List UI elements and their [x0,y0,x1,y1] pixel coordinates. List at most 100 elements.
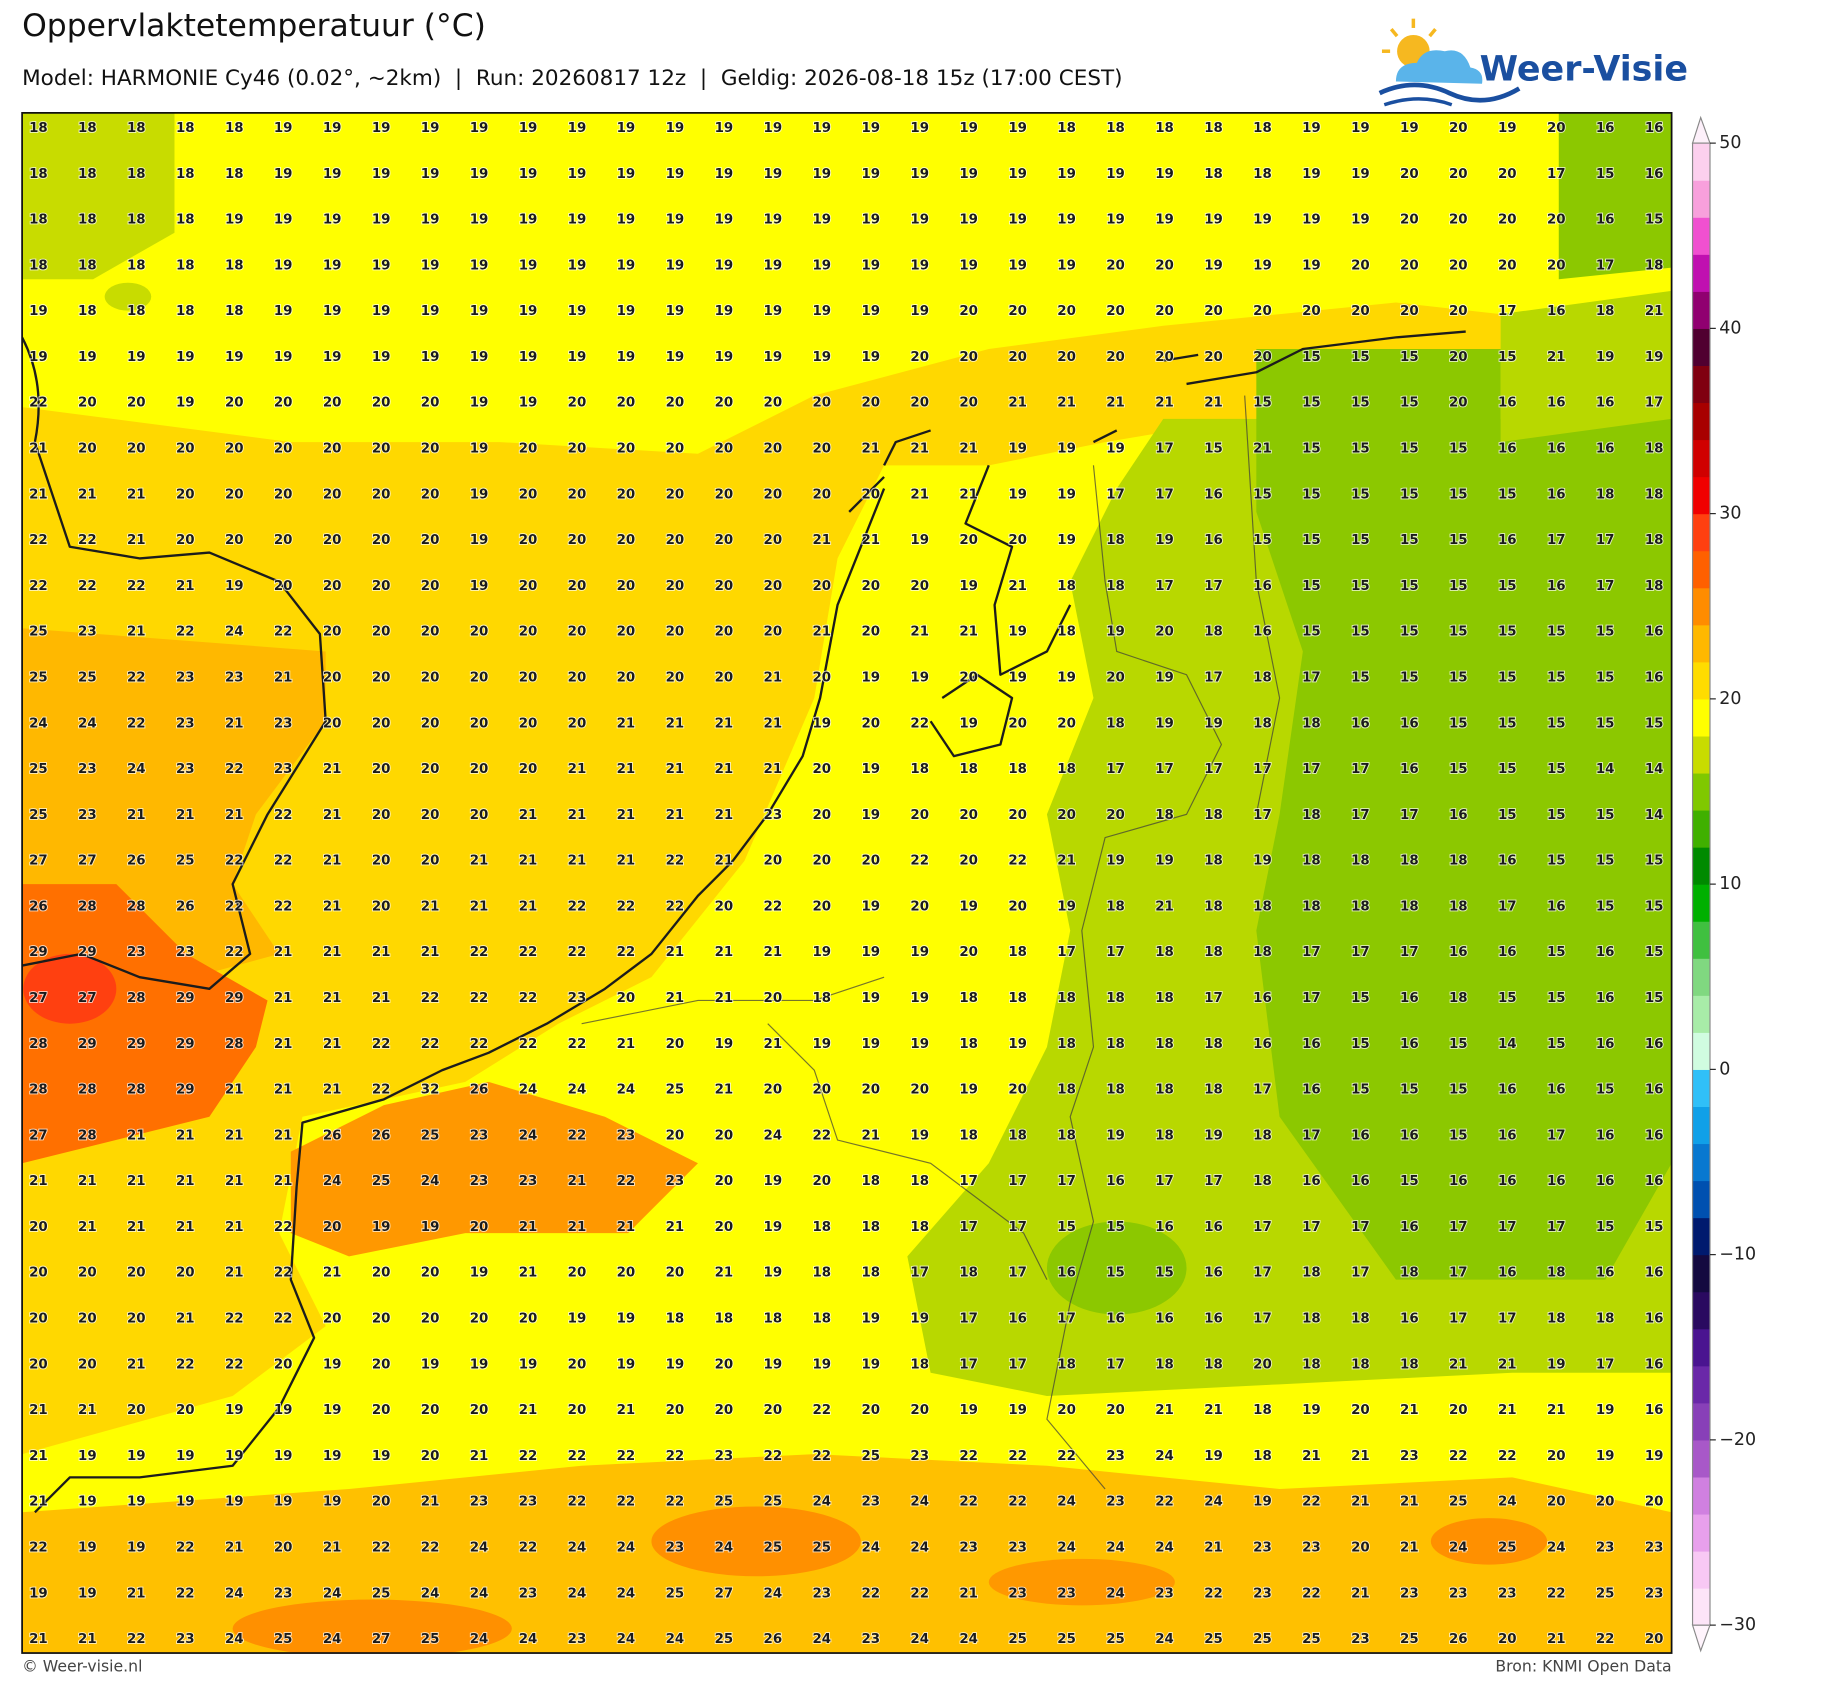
grid-value: 17 [1008,1174,1027,1189]
grid-value: 20 [715,625,734,640]
grid-value: 20 [421,533,440,548]
grid-value: 25 [666,1083,685,1098]
colorbar-tick-label: −20 [1719,1430,1756,1450]
grid-value: 19 [274,258,293,273]
grid-value: 19 [910,1037,929,1052]
grid-value: 17 [1351,808,1370,823]
grid-value: 18 [1204,808,1223,823]
grid-value: 22 [910,854,929,869]
grid-value: 22 [617,1174,636,1189]
grid-value: 19 [421,258,440,273]
colorbar-segment [1692,958,1710,996]
grid-value: 28 [78,1128,97,1143]
grid-value: 20 [959,396,978,411]
grid-value: 18 [1302,899,1321,914]
colorbar-tick-label: 50 [1719,133,1741,153]
grid-value: 16 [1351,1174,1370,1189]
grid-value: 18 [861,1266,880,1281]
grid-value: 20 [127,1403,146,1418]
grid-value: 21 [1008,579,1027,594]
grid-value: 19 [470,167,489,182]
grid-value: 19 [421,304,440,319]
colorbar-segment [1692,884,1710,922]
grid-value: 22 [617,945,636,960]
grid-value: 16 [1400,1312,1419,1327]
grid-value: 21 [323,1037,342,1052]
colorbar-segment [1692,1254,1710,1293]
colorbar-segment [1692,661,1710,700]
grid-value: 19 [274,1449,293,1464]
grid-value: 21 [617,1220,636,1235]
grid-value: 24 [568,1586,587,1601]
grid-value: 18 [1008,945,1027,960]
grid-value: 19 [176,396,195,411]
grid-value: 20 [568,533,587,548]
grid-value: 19 [470,258,489,273]
grid-value: 19 [1204,1128,1223,1143]
grid-value: 16 [1547,442,1566,457]
grid-value: 16 [1204,1266,1223,1281]
grid-value: 17 [1596,579,1615,594]
colorbar-segment [1692,847,1710,885]
grid-value: 21 [666,762,685,777]
grid-value: 17 [1400,945,1419,960]
grid-value: 21 [1498,1403,1517,1418]
grid-value: 28 [127,1083,146,1098]
grid-value: 19 [861,167,880,182]
grid-value: 15 [1498,487,1517,502]
grid-value: 20 [78,1312,97,1327]
grid-value: 23 [861,1495,880,1510]
grid-value: 18 [225,167,244,182]
grid-value: 15 [1302,533,1321,548]
grid-value: 19 [1106,442,1125,457]
grid-value: 18 [176,258,195,273]
grid-value: 20 [764,579,783,594]
grid-value: 22 [959,1449,978,1464]
colorbar-segment [1692,180,1710,218]
grid-value: 20 [666,487,685,502]
grid-value: 21 [1498,1357,1517,1372]
grid-value: 21 [812,533,831,548]
grid-value: 21 [127,1357,146,1372]
grid-value: 15 [1400,350,1419,365]
grid-value: 18 [1204,854,1223,869]
grid-value: 15 [1498,670,1517,685]
grid-value: 20 [519,487,538,502]
grid-value: 18 [910,1174,929,1189]
grid-value: 21 [568,808,587,823]
grid-value: 20 [861,579,880,594]
grid-value: 17 [1106,945,1125,960]
grid-value: 19 [861,1037,880,1052]
grid-value: 19 [1155,167,1174,182]
grid-value: 15 [1351,991,1370,1006]
grid-value: 15 [1351,487,1370,502]
grid-value: 22 [1155,1495,1174,1510]
grid-value: 20 [715,670,734,685]
colorbar-segment [1692,476,1710,515]
grid-value: 19 [470,396,489,411]
grid-value: 20 [274,442,293,457]
colorbar-segment [1692,772,1710,811]
grid-value: 22 [29,579,48,594]
grid-value: 18 [1449,899,1468,914]
grid-value: 22 [176,1357,195,1372]
grid-value: 21 [127,808,146,823]
grid-value: 20 [29,1357,48,1372]
grid-value: 20 [617,991,636,1006]
grid-value: 15 [1351,533,1370,548]
grid-value: 15 [1596,625,1615,640]
grid-value: 21 [568,762,587,777]
grid-value: 18 [1204,167,1223,182]
grid-value: 16 [1645,1312,1664,1327]
grid-value: 23 [1400,1586,1419,1601]
grid-value: 21 [421,899,440,914]
grid-value: 15 [1645,213,1664,228]
grid-value: 19 [421,350,440,365]
grid-value: 16 [1204,1220,1223,1235]
grid-value: 22 [470,1037,489,1052]
grid-value: 19 [1302,258,1321,273]
grid-value: 22 [666,899,685,914]
grid-value: 21 [225,1083,244,1098]
grid-value: 19 [1302,121,1321,136]
grid-value: 20 [274,1541,293,1556]
